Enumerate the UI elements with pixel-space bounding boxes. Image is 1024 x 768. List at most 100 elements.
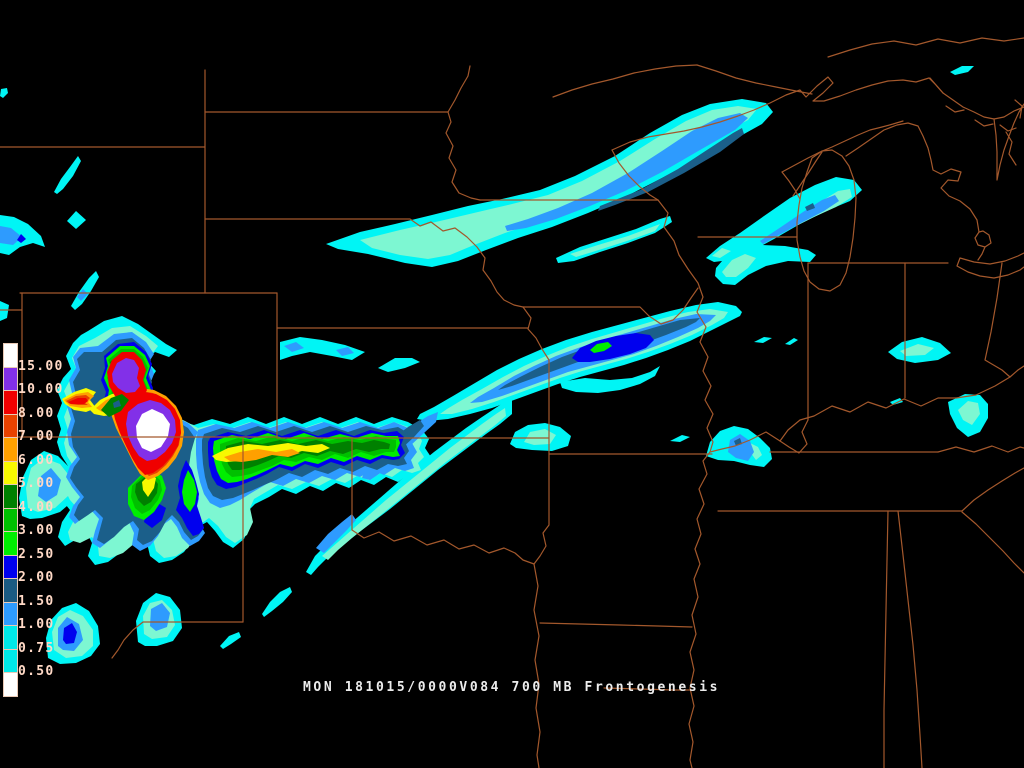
- legend-color-segment: [3, 673, 18, 697]
- contour-band: [17, 234, 26, 243]
- legend-label: 2.00: [18, 570, 55, 585]
- contour-band: [68, 398, 88, 404]
- contour-band: [0, 301, 9, 321]
- state-border-line: [796, 149, 857, 292]
- legend-label: 6.00: [18, 452, 55, 468]
- state-border-line: [657, 199, 714, 768]
- contour-band: [556, 216, 672, 263]
- legend-color-segment: [3, 508, 18, 532]
- state-border-line: [961, 511, 1024, 574]
- state-border-line: [883, 510, 889, 768]
- contour-band: [570, 224, 660, 257]
- legend-label: 0.75: [18, 640, 55, 656]
- state-border-line: [709, 376, 1011, 453]
- contour-band: [890, 398, 903, 405]
- legend-color-segment: [3, 343, 18, 368]
- contour-band: [0, 88, 8, 98]
- legend-color-segment: [3, 532, 18, 556]
- state-border-line: [611, 76, 944, 151]
- contour-band: [712, 248, 731, 258]
- contour-band: [316, 514, 356, 553]
- state-border-line: [447, 65, 471, 113]
- contour-band: [590, 342, 612, 353]
- contour-band: [750, 443, 762, 460]
- contour-band: [805, 203, 815, 211]
- contour-band: [715, 245, 816, 285]
- state-border-line: [827, 37, 1024, 58]
- state-border-line: [984, 262, 1011, 378]
- contour-band: [38, 468, 61, 502]
- contour-band: [182, 470, 197, 512]
- legend-color-segment: [3, 555, 18, 579]
- legend-label: 0.50: [18, 664, 55, 679]
- legend-label: 1.00: [18, 617, 55, 632]
- state-border-line: [845, 122, 980, 233]
- contour-band: [378, 358, 420, 372]
- legend-color-segment: [3, 485, 18, 509]
- contour-band: [524, 429, 556, 445]
- state-border-line: [204, 218, 524, 308]
- contour-band: [706, 177, 862, 262]
- state-border-line: [961, 467, 1024, 512]
- state-border-line: [539, 622, 693, 628]
- state-border-line: [897, 510, 923, 768]
- state-border-line: [929, 77, 944, 94]
- legend-label: 1.50: [18, 593, 55, 609]
- map-caption: MON 181015/0000V084 700 MB Frontogenesis: [303, 680, 721, 695]
- legend-color-segment: [3, 438, 18, 462]
- contour-band: [505, 113, 748, 231]
- state-border-line: [445, 111, 481, 201]
- contour-band: [220, 632, 241, 649]
- contour-band: [322, 408, 506, 560]
- contour-band: [900, 344, 934, 356]
- legend-label: 5.00: [18, 476, 55, 491]
- state-border-line: [945, 105, 1017, 132]
- contour-band: [950, 66, 974, 75]
- state-borders: [0, 37, 1024, 768]
- state-border-line: [956, 252, 1024, 279]
- legend-color-segment: [3, 649, 18, 673]
- contour-band: [760, 195, 839, 244]
- state-border-line: [351, 529, 535, 565]
- contour-band: [136, 409, 170, 452]
- state-border-line: [533, 437, 550, 565]
- legend-label: 8.00: [18, 405, 55, 421]
- state-border-line: [17, 436, 550, 439]
- contour-band: [722, 254, 756, 277]
- state-border-line: [993, 103, 1024, 181]
- contour-band: [63, 623, 77, 644]
- contour-band: [560, 366, 660, 393]
- legend-label: 15.00: [18, 358, 64, 374]
- state-border-line: [696, 64, 813, 95]
- state-border-line: [111, 621, 244, 659]
- legend-color-segment: [3, 391, 18, 415]
- contour-band: [113, 400, 121, 408]
- state-border-line: [937, 445, 1024, 453]
- legend-label: 7.00: [18, 429, 55, 444]
- contour-band: [284, 342, 304, 352]
- state-border-line: [779, 262, 809, 454]
- legend-color-segment: [3, 414, 18, 438]
- state-border-line: [1005, 99, 1023, 166]
- contour-band: [150, 603, 170, 631]
- legend-color-segment: [3, 579, 18, 603]
- legend-color-segment: [3, 461, 18, 485]
- state-border-line: [603, 687, 695, 691]
- state-border-line: [611, 149, 659, 201]
- contour-band: [958, 401, 980, 425]
- state-border-line: [1009, 365, 1024, 378]
- contour-band: [0, 226, 22, 245]
- contour-band: [598, 128, 744, 211]
- state-border-line: [974, 230, 992, 261]
- state-border-line: [552, 64, 698, 98]
- contour-layers: [0, 66, 988, 664]
- contour-band: [336, 347, 354, 356]
- contour-band: [670, 435, 690, 442]
- contour-band: [77, 289, 88, 301]
- contour-band: [67, 211, 86, 229]
- legend-color-segment: [3, 626, 18, 650]
- state-border-line: [522, 287, 699, 325]
- contour-band: [360, 106, 757, 259]
